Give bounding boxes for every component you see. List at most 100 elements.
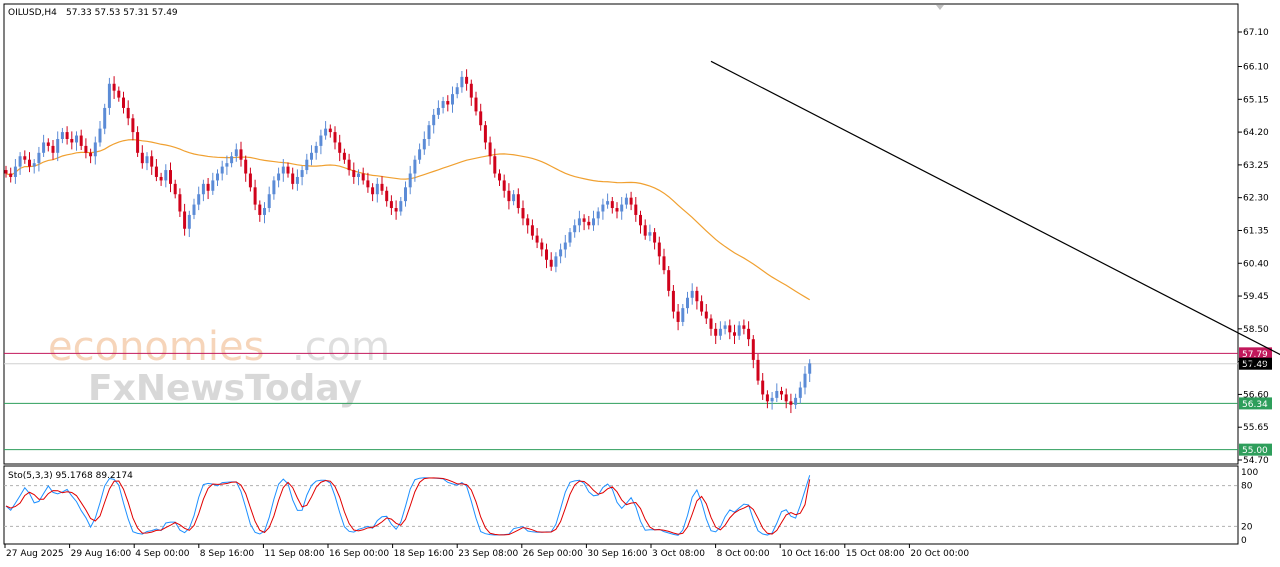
time-tick-label: 11 Sep 08:00 (264, 549, 324, 559)
candle-body (338, 142, 342, 153)
candle-body (436, 107, 440, 115)
level-tag-57.49 (1239, 357, 1272, 370)
candle-body (164, 170, 168, 181)
candle-body (23, 156, 27, 160)
candle (582, 214, 586, 231)
candle (65, 126, 69, 145)
candle (714, 322, 718, 345)
candle (530, 219, 534, 240)
candle (183, 203, 187, 236)
candle-body (775, 390, 779, 398)
candle (42, 134, 46, 157)
candle (770, 392, 774, 410)
candle (112, 76, 116, 99)
candle (493, 148, 497, 178)
candle (361, 167, 365, 185)
time-tick-label: 18 Sep 16:00 (394, 549, 454, 559)
candle (535, 228, 539, 249)
candle-body (107, 83, 111, 108)
candle-body (451, 94, 454, 105)
candle-body (427, 125, 431, 139)
stoch-panel-frame (3, 465, 1239, 545)
candle (352, 162, 356, 184)
candle (747, 321, 751, 347)
stoch-label: Sto(5,3,3) 95.1768 89.2174 (8, 471, 133, 481)
candle (37, 146, 41, 172)
candle (23, 150, 27, 164)
candle (671, 285, 675, 319)
price-tick-label: 64.20 (1243, 128, 1269, 138)
candle-body (455, 87, 459, 95)
candle (624, 193, 628, 209)
candle-body (798, 387, 802, 398)
time-tick-label: 23 Sep 08:00 (458, 549, 518, 559)
candle-body (474, 97, 478, 112)
candle (244, 155, 248, 182)
candle (131, 114, 135, 141)
candle (559, 243, 563, 264)
candle-body (319, 135, 323, 146)
candle-body (601, 204, 605, 212)
candle-body (634, 204, 638, 215)
candle (629, 191, 633, 211)
watermark-brand2: FxNewsToday (88, 368, 362, 409)
candle-body (300, 170, 304, 177)
candle (324, 121, 328, 140)
candle-body (493, 156, 497, 174)
candle (286, 162, 290, 178)
candle-body (60, 132, 64, 139)
candle (737, 321, 741, 340)
candle (460, 71, 464, 93)
candle-body (75, 135, 78, 143)
candle (98, 121, 102, 147)
time-axis: 27 Aug 2025 29 Aug 16:00 4 Sep 00:00 8 Sep … (4, 544, 969, 559)
candle-body (239, 149, 243, 160)
candle-body (159, 176, 163, 181)
candle-body (385, 190, 389, 202)
candle (718, 321, 722, 340)
candle-body (568, 232, 572, 243)
candle-body (324, 128, 328, 136)
candle (545, 243, 548, 269)
candle (187, 210, 191, 238)
candle-body (230, 156, 234, 164)
candle-body (263, 208, 266, 215)
candle (305, 153, 309, 175)
candle-body (150, 156, 154, 167)
candle (676, 303, 680, 331)
candle-body (178, 194, 182, 212)
candle-body (126, 107, 130, 119)
candle (220, 160, 224, 181)
price-tick-label: 55.65 (1243, 423, 1269, 433)
candle-body (56, 139, 60, 153)
candle (75, 131, 78, 151)
price-tick-label: 63.25 (1243, 161, 1269, 171)
candle (248, 167, 252, 192)
candle-body (267, 194, 271, 209)
time-tick-label: 8 Sep 16:00 (200, 549, 255, 559)
candle (32, 159, 36, 174)
candle (295, 169, 299, 191)
price-tick-label: 58.50 (1243, 325, 1269, 335)
candle-body (272, 180, 276, 195)
candle (667, 266, 671, 297)
candle-body (686, 297, 689, 309)
candle (56, 131, 60, 162)
candle-body (718, 328, 722, 336)
chart-shift-marker[interactable] (936, 5, 944, 10)
candle-body (4, 170, 8, 174)
candle-body (216, 173, 219, 181)
symbol-title: OILUSD,H4 (8, 8, 57, 18)
candle (140, 145, 144, 169)
candle (93, 136, 97, 165)
candle (192, 198, 196, 220)
price-axis: 67.10 66.10 65.15 64.20 63.25 62.30 61.35 60.40… (1238, 28, 1269, 466)
stoch-main-line (5, 475, 811, 536)
candle (516, 188, 520, 214)
candle-body (28, 159, 31, 167)
candle-body (98, 128, 102, 143)
candle-body (169, 170, 172, 184)
candle-body (704, 311, 708, 319)
candle-body (488, 142, 492, 157)
